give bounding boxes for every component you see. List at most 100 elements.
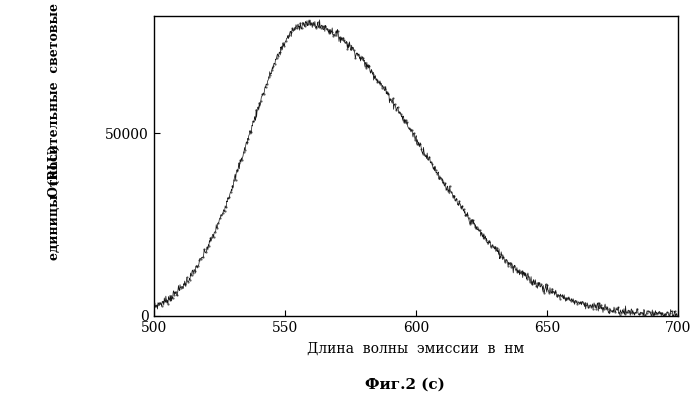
Point [591, 305, 602, 312]
Point [628, 309, 640, 316]
Point [456, 202, 468, 209]
Point [539, 290, 550, 296]
Point [442, 188, 454, 194]
Point [189, 267, 201, 274]
Point [217, 209, 229, 216]
Point [206, 234, 217, 241]
Point [485, 243, 496, 250]
Point [336, 35, 347, 41]
Point [148, 300, 159, 306]
Point [471, 224, 482, 230]
Point [158, 298, 169, 305]
Point [642, 308, 654, 314]
Point [362, 62, 373, 68]
Point [540, 281, 552, 288]
Point [507, 264, 519, 271]
Point [166, 292, 177, 299]
Point [640, 312, 651, 319]
Point [296, 25, 308, 31]
Point [246, 128, 257, 135]
Point [172, 292, 183, 298]
Point [510, 267, 521, 273]
Point [225, 189, 236, 195]
Point [192, 262, 203, 269]
Point [596, 301, 607, 308]
Point [619, 311, 630, 317]
Point [427, 161, 438, 168]
Point [554, 296, 565, 302]
Point [435, 175, 446, 181]
Point [378, 84, 389, 91]
Point [627, 309, 638, 316]
Point [424, 153, 435, 160]
Point [178, 281, 189, 287]
Point [333, 28, 344, 34]
X-axis label: Длина  волны  эмиссии  в  нм: Длина волны эмиссии в нм [308, 342, 524, 356]
Point [654, 309, 665, 315]
Point [531, 283, 542, 289]
Point [567, 298, 578, 305]
Point [616, 309, 627, 316]
Point [586, 304, 597, 311]
Point [573, 299, 584, 306]
Point [663, 312, 674, 318]
Point [479, 235, 490, 241]
Point [196, 256, 207, 262]
Point [293, 24, 304, 30]
Point [669, 308, 680, 314]
Point [600, 304, 611, 311]
Point [499, 259, 510, 265]
Point [547, 285, 558, 292]
Point [168, 292, 180, 298]
Point [466, 216, 477, 223]
Point [266, 67, 278, 73]
Point [167, 295, 178, 301]
Point [649, 311, 660, 317]
Point [265, 71, 276, 78]
Point [354, 54, 366, 61]
Point [641, 310, 652, 317]
Point [291, 25, 303, 32]
Point [244, 128, 255, 134]
Point [275, 45, 287, 52]
Point [636, 309, 647, 316]
Point [463, 215, 474, 221]
Point [584, 302, 596, 309]
Point [452, 201, 463, 208]
Point [646, 313, 657, 319]
Point [252, 104, 264, 111]
Point [287, 25, 298, 32]
Point [403, 125, 415, 132]
Point [269, 60, 280, 67]
Point [578, 301, 589, 307]
Point [637, 311, 649, 318]
Point [558, 294, 569, 300]
Point [428, 164, 440, 171]
Point [386, 98, 397, 105]
Point [396, 111, 407, 117]
Point [319, 22, 331, 29]
Point [350, 55, 361, 62]
Point [307, 20, 318, 27]
Point [482, 239, 493, 245]
Point [397, 117, 408, 123]
Point [454, 198, 465, 204]
Point [156, 303, 167, 309]
Point [603, 309, 614, 315]
Point [347, 45, 358, 51]
Point [185, 276, 196, 283]
Point [656, 309, 668, 316]
Point [384, 96, 396, 102]
Point [240, 147, 251, 153]
Point [562, 294, 573, 301]
Point [210, 228, 221, 235]
Point [309, 21, 320, 28]
Point [440, 180, 451, 186]
Point [469, 223, 480, 230]
Point [581, 302, 592, 309]
Point [552, 293, 563, 299]
Point [526, 281, 538, 288]
Point [468, 217, 479, 224]
Point [647, 312, 658, 318]
Point [597, 305, 608, 311]
